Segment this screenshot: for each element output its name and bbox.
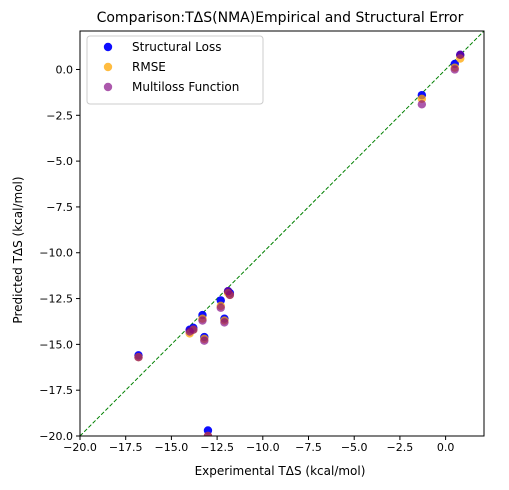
data-point [450, 65, 459, 74]
data-point [216, 303, 225, 312]
data-point [203, 431, 213, 436]
legend-box [86, 35, 264, 105]
data-point [200, 336, 209, 345]
y-axis-label: Predicted TΔS (kcal/mol) [11, 176, 25, 323]
reference-line [80, 31, 484, 436]
axes-frame [79, 30, 485, 437]
x-tick-label: −7.5 [295, 441, 322, 454]
y-tick-label: −7.5 [46, 201, 73, 214]
data-point [198, 316, 207, 325]
legend-label: Structural Loss [132, 40, 222, 54]
data-point [417, 100, 427, 109]
y-tick-label: 0.0 [56, 63, 74, 76]
data-point [456, 50, 465, 60]
x-axis-label: Experimental TΔS (kcal/mol) [195, 464, 366, 478]
points-layer [134, 50, 465, 436]
data-point [189, 325, 198, 334]
y-tick-label: −15.0 [39, 338, 73, 351]
legend-label: Multiloss Function [132, 80, 239, 94]
chart-title: Comparison:TΔS(NMA)Empirical and Structu… [97, 10, 464, 26]
y-tick-label: −12.5 [39, 293, 73, 306]
y-axis: −20.0 −17.5 −15.0 −12.5 −10.0 −7.5 −5.0 −2.5 0.0 [39, 63, 80, 443]
x-tick-label: 0.0 [437, 441, 455, 454]
x-tick-label: −17.5 [109, 441, 143, 454]
legend-label: RMSE [132, 60, 166, 74]
plot-area [79, 30, 485, 437]
data-point [225, 290, 235, 300]
data-point [134, 352, 143, 362]
legend-marker [103, 82, 113, 92]
y-tick-label: −5.0 [46, 155, 73, 168]
legend-marker [103, 42, 113, 52]
y-tick-label: −10.0 [39, 247, 73, 260]
x-tick-label: −12.5 [200, 441, 234, 454]
x-tick-label: −15.0 [155, 441, 189, 454]
legend: Structural Loss RMSE Multiloss Function [86, 35, 264, 105]
x-tick-label: −10.0 [246, 441, 280, 454]
legend-marker [103, 62, 113, 72]
y-tick-label: −17.5 [39, 384, 73, 397]
y-tick-label: −2.5 [46, 109, 73, 122]
x-tick-label: −5.0 [341, 441, 368, 454]
x-tick-label: −20.0 [63, 441, 97, 454]
y-tick-label: −20.0 [39, 430, 73, 443]
x-axis: −20.0 −17.5 −15.0 −12.5 −10.0 −7.5 −5.0 −2.5 0.0 [63, 436, 454, 454]
data-point [220, 318, 229, 327]
x-tick-label: −2.5 [387, 441, 414, 454]
